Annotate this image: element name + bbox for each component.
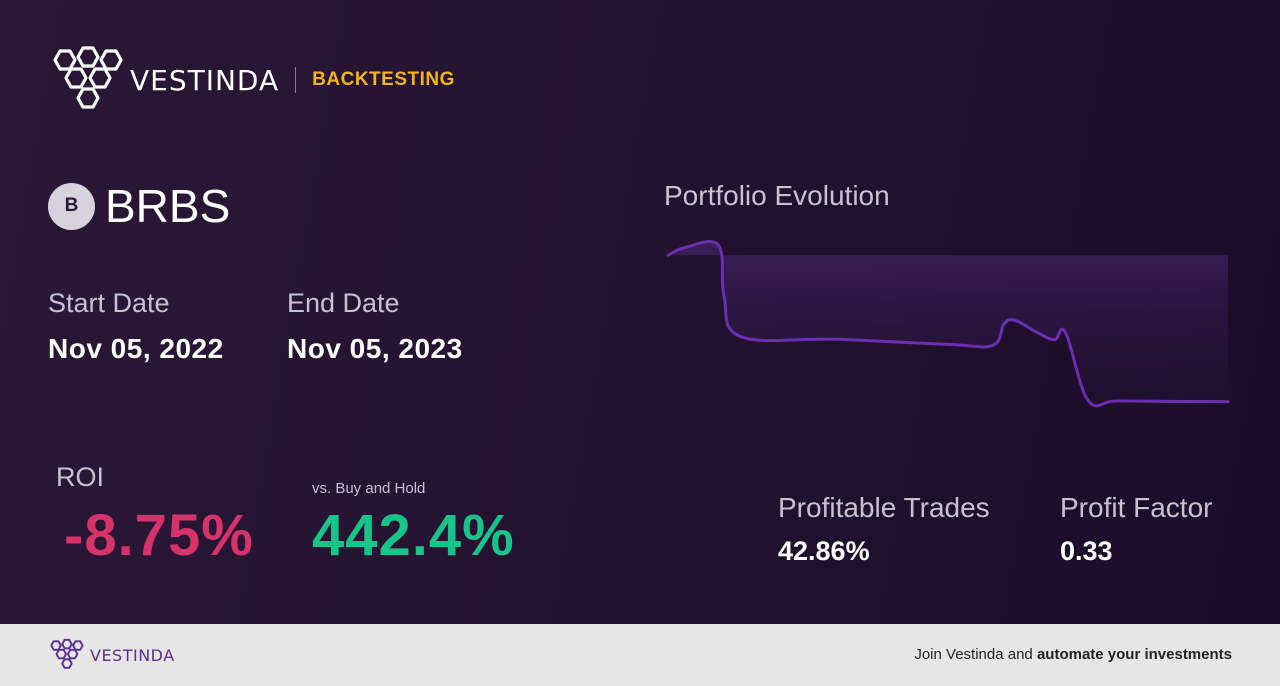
footer-brand[interactable]: VESTINDA [90,646,175,665]
end-date-value: Nov 05, 2023 [287,333,463,364]
stat-profitable-trades: Profitable Trades 42.86% [778,492,990,567]
ticker-avatar: B [48,182,95,230]
roi-value: -8.75% [64,503,254,568]
header: VESTINDA BACKTESTING [48,46,455,114]
footer-cta-prefix: Join Vestinda and [914,646,1037,663]
buy-hold-label: vs. Buy and Hold [312,480,426,497]
ticker-symbol: BRBS [105,180,231,232]
footer: VESTINDA Join Vestinda and automate your… [0,624,1280,686]
roi-label: ROI [56,462,105,492]
buy-hold-value: 442.4% [312,503,515,568]
ticker: B BRBS [48,179,230,233]
portfolio-chart [666,240,1230,408]
vestinda-logo-icon [53,46,123,109]
chart-area [668,241,1228,406]
stat-value: 42.86% [778,536,870,566]
stat-label: Profitable Trades [778,492,990,523]
start-date-label: Start Date [48,288,170,318]
chart-title: Portfolio Evolution [664,180,890,211]
end-date: End Date Nov 05, 2023 [287,288,463,365]
stat-value: 0.33 [1060,536,1113,566]
end-date-label: End Date [287,288,400,318]
footer-cta-bold: automate your investments [1036,646,1232,663]
header-divider [295,67,297,93]
section-tag: BACKTESTING [312,69,455,90]
start-date-value: Nov 05, 2022 [48,333,224,364]
brand-name: VESTINDA [130,63,280,97]
footer-cta[interactable]: Join Vestinda and automate your investme… [914,646,1232,663]
chart-line [666,240,1230,408]
start-date: Start Date Nov 05, 2022 [48,288,224,365]
vestinda-logo-icon[interactable] [48,638,84,672]
stat-profit-factor: Profit Factor 0.33 [1060,492,1212,567]
stat-label: Profit Factor [1060,492,1213,523]
backtest-card: VESTINDA BACKTESTING B BRBS Start Date N… [0,0,1280,624]
